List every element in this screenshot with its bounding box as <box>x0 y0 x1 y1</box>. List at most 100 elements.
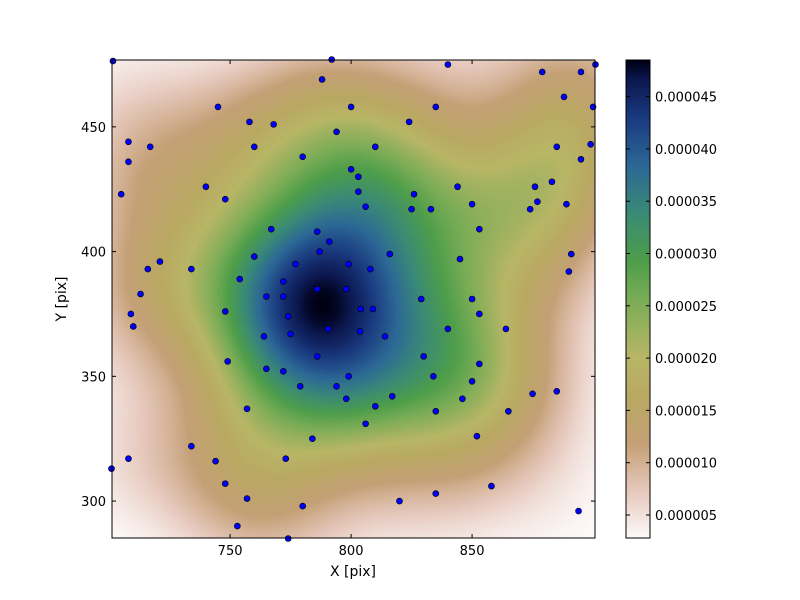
scatter-point <box>243 405 251 413</box>
scatter-point <box>468 378 476 385</box>
scatter-point <box>260 333 268 340</box>
scatter-point <box>263 293 270 300</box>
x-tick-label: 800 <box>339 544 364 559</box>
scatter-point <box>129 323 137 330</box>
x-axis-label: X [pix] <box>330 564 376 580</box>
scatter-point <box>214 103 222 111</box>
colorbar-gradient <box>626 60 650 538</box>
scatter-point <box>313 353 321 360</box>
scatter-point <box>355 173 362 181</box>
x-tick-label: 850 <box>460 544 485 559</box>
scatter-point <box>587 141 594 148</box>
y-tick-label: 350 <box>81 370 106 385</box>
scatter-point <box>234 522 241 530</box>
y-axis-label: Y [pix] <box>54 277 70 323</box>
scatter-point <box>347 103 355 111</box>
scatter-point <box>316 248 323 255</box>
colorbar-tick-label: 0.000015 <box>655 404 717 419</box>
scatter-point <box>342 395 350 403</box>
scatter-point <box>313 228 321 235</box>
scatter-point <box>427 205 435 213</box>
scatter-point <box>125 138 132 146</box>
scatter-point <box>326 238 333 245</box>
scatter-point <box>355 188 362 196</box>
scatter-point <box>444 325 452 333</box>
scatter-point <box>473 432 481 440</box>
scatter-point <box>221 308 229 315</box>
scatter-point <box>563 200 570 208</box>
scatter-point <box>345 260 352 268</box>
colorbar-tick-label: 0.000040 <box>655 143 717 158</box>
scatter-point <box>565 268 573 275</box>
scatter-point <box>221 480 229 487</box>
scatter-point <box>299 153 306 161</box>
scatter-point <box>267 225 275 233</box>
scatter-point <box>529 390 536 398</box>
scatter-point <box>127 310 135 318</box>
scatter-points <box>108 56 599 542</box>
scatter-point <box>371 402 379 410</box>
scatter-point <box>270 121 277 128</box>
scatter-point <box>284 313 292 320</box>
scatter-point <box>553 143 561 151</box>
scatter-point <box>224 358 231 365</box>
scatter-point <box>221 195 229 203</box>
scatter-point <box>146 143 154 151</box>
scatter-point <box>456 255 464 263</box>
scatter-point <box>432 407 440 415</box>
scatter-point <box>534 198 541 206</box>
scatter-point <box>388 392 396 400</box>
scatter-point <box>246 118 253 126</box>
scatter-point <box>137 290 144 298</box>
scatter-point <box>292 260 299 268</box>
scatter-point <box>454 183 461 191</box>
scatter-point <box>250 253 258 260</box>
scatter-point <box>342 285 350 293</box>
scatter-point <box>287 330 294 338</box>
scatter-point <box>280 368 287 375</box>
scatter-point <box>125 158 132 166</box>
scatter-point <box>243 495 251 502</box>
scatter-point <box>410 190 418 198</box>
scatter-point <box>531 183 539 191</box>
scatter-point <box>560 93 568 101</box>
scatter-point <box>577 68 585 76</box>
scatter-point <box>309 435 316 443</box>
scatter-point <box>362 420 369 428</box>
scatter-point <box>125 455 132 462</box>
scatter-point <box>202 183 210 191</box>
scatter-point <box>333 128 340 136</box>
colorbar-tick-label: 0.000030 <box>655 248 717 263</box>
scatter-point <box>417 295 425 303</box>
scatter-point <box>318 76 326 83</box>
y-tick-label: 450 <box>81 121 106 136</box>
colorbar-tick-label: 0.000045 <box>655 91 717 106</box>
scatter-point <box>369 305 377 313</box>
scatter-point <box>488 482 495 490</box>
scatter-point <box>356 328 364 335</box>
scatter-point <box>476 360 483 368</box>
scatter-point <box>396 497 403 505</box>
scatter-point <box>144 265 152 273</box>
scatter-point <box>109 57 117 65</box>
colorbar-tick-label: 0.000005 <box>655 509 717 524</box>
scatter-point <box>505 407 512 415</box>
colorbar-tick-label: 0.000025 <box>655 300 717 315</box>
scatter-point <box>188 442 195 450</box>
scatter-point <box>250 143 258 151</box>
scatter-point <box>548 178 556 186</box>
scatter-point <box>371 143 379 151</box>
scatter-point <box>538 68 546 76</box>
scatter-point <box>117 190 125 198</box>
colorbar-tick-label: 0.000020 <box>655 352 717 367</box>
colorbar-tick-label: 0.000035 <box>655 195 717 210</box>
scatter-point <box>362 203 369 210</box>
scatter-point <box>430 373 437 380</box>
scatter-point <box>577 155 585 163</box>
scatter-point <box>345 373 352 380</box>
scatter-point <box>468 295 476 303</box>
axis-ticks: 750 800 850 300 350 400 450 0.000005 0.000010 0.0… <box>81 60 717 559</box>
scatter-point <box>381 333 389 340</box>
scatter-point <box>476 310 483 318</box>
